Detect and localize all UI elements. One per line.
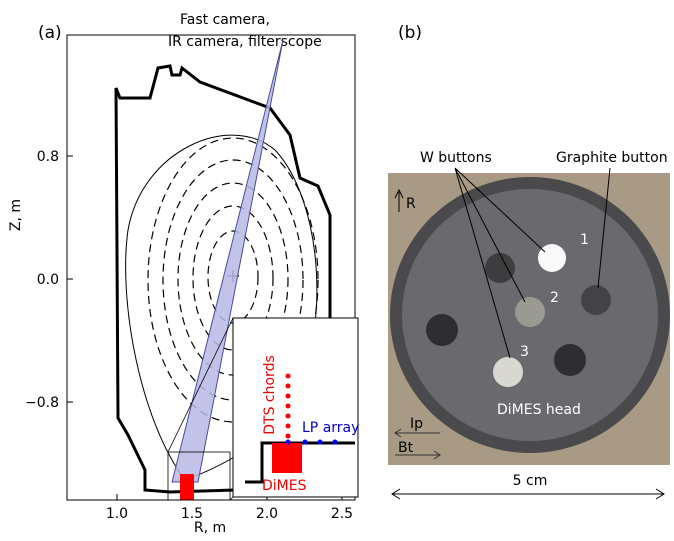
button-number: 3 [520, 344, 529, 360]
r-label: R [406, 196, 416, 212]
inset-dimes [272, 443, 302, 473]
button-number: 2 [550, 290, 559, 306]
x-tick-label: 1.0 [106, 506, 128, 522]
camera-label: IR camera, filterscope [168, 34, 322, 50]
x-tick-label: 2.5 [331, 506, 353, 522]
panel-label: (b) [398, 23, 422, 43]
figure: (a) Fast camera, IR camera, filterscope … [0, 0, 674, 541]
y-axis-label: Z, m [8, 199, 24, 231]
dimes-label: DiMES [262, 478, 307, 494]
lp-label: LP array [302, 420, 359, 436]
y-tick-label: 0.0 [37, 272, 59, 288]
dts-label: DTS chords [262, 355, 278, 435]
dimes-marker [180, 474, 194, 500]
y-tick-label: −0.8 [25, 395, 59, 411]
w-buttons-label: W buttons [420, 150, 492, 166]
dimes-head-label: DiMES head [497, 402, 581, 418]
bt-label: Bt [398, 440, 414, 456]
x-axis-label: R, m [194, 520, 226, 536]
ip-label: Ip [410, 416, 423, 432]
scale-arrow [392, 489, 664, 499]
panel-label: (a) [38, 23, 62, 43]
button-number: 1 [580, 232, 589, 248]
x-tick-label: 2.0 [256, 506, 278, 522]
camera-label: Fast camera, [180, 12, 270, 28]
scale-label: 5 cm [513, 473, 548, 489]
y-tick-label: 0.8 [37, 149, 59, 165]
graphite-button-label: Graphite button [556, 150, 668, 166]
